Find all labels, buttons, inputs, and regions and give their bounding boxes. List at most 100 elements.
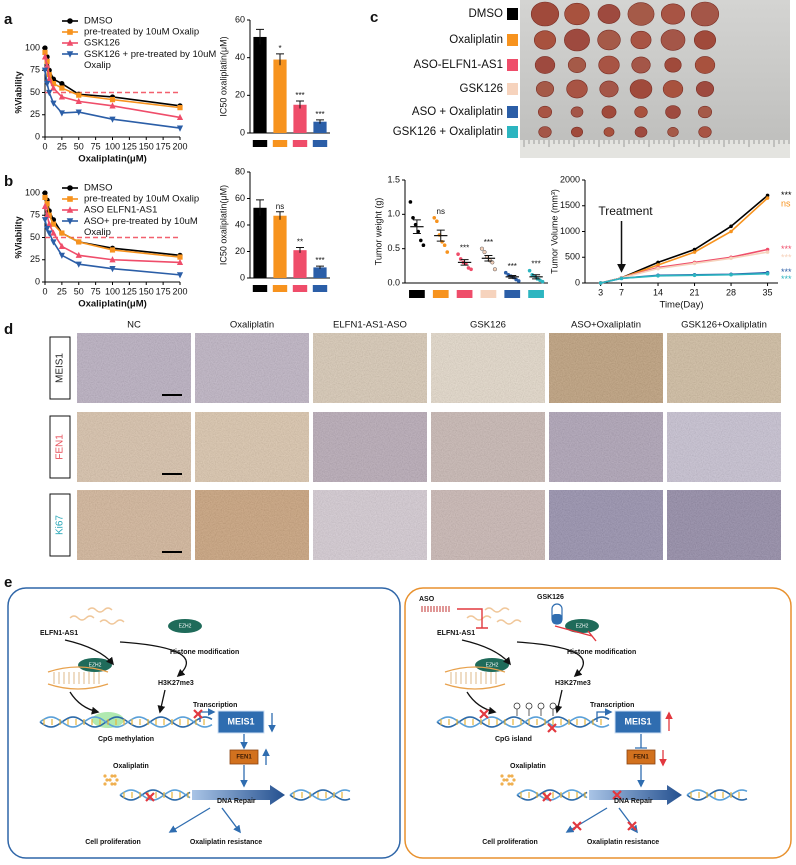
ihc-texture xyxy=(667,490,781,560)
diagram-label: DNA Repair xyxy=(614,798,653,805)
x-tick-label: 200 xyxy=(172,141,187,151)
legend-label: pre-treated by 10uM Oxalip xyxy=(84,27,199,38)
dna-strand xyxy=(686,789,748,801)
marker xyxy=(46,89,53,97)
marker xyxy=(765,271,770,276)
group-swatch xyxy=(507,83,518,95)
marker xyxy=(75,97,82,104)
diagram-label: MEIS1 xyxy=(227,716,254,726)
drug-particle xyxy=(510,782,514,786)
drug-particle xyxy=(113,774,117,778)
row-label: MEIS1 xyxy=(55,353,66,383)
tumor xyxy=(601,105,617,119)
marker xyxy=(109,247,116,253)
marker xyxy=(176,272,184,279)
rna xyxy=(87,607,113,613)
marker xyxy=(729,224,733,229)
group-swatch xyxy=(507,106,518,118)
y-tick-label: 0 xyxy=(240,272,245,282)
diagram-label: Oxaliplatin xyxy=(510,763,546,770)
diagram-frame xyxy=(404,587,792,859)
ihc-texture xyxy=(313,412,427,482)
y-axis-title: %Viability xyxy=(13,71,23,113)
data-point xyxy=(445,250,450,254)
legend-label: ASO ELFN1-AS1 xyxy=(84,205,157,216)
tumor xyxy=(564,28,590,52)
error-bar xyxy=(508,274,517,279)
drug-particle xyxy=(108,778,112,782)
marker xyxy=(729,272,733,277)
ihc-texture xyxy=(549,490,663,560)
y-axis-title: IC50 oxaliplatin(μM) xyxy=(218,36,228,116)
x-tick-label: 150 xyxy=(139,286,154,296)
ihc-texture xyxy=(313,333,427,403)
marker xyxy=(692,261,697,266)
ihc-texture xyxy=(431,333,545,403)
complex-label: EZH2 xyxy=(576,623,589,629)
complex-label: EZH2 xyxy=(179,623,192,629)
data-point xyxy=(442,243,447,248)
y-tick-label: 50 xyxy=(30,232,40,242)
ihc-texture xyxy=(549,333,663,403)
panel-label: d xyxy=(4,321,13,338)
data-point xyxy=(527,268,532,273)
y-axis-title: IC50 oxaliplatin(μM) xyxy=(218,185,228,265)
x-tick-label: 28 xyxy=(726,287,736,297)
marker xyxy=(177,254,183,260)
data-point xyxy=(435,219,439,223)
tumor xyxy=(690,1,720,27)
group-label: DMSO xyxy=(469,8,504,20)
drug-capsule xyxy=(552,614,562,624)
end-label: *** xyxy=(781,252,792,262)
data-point xyxy=(408,200,413,204)
category-swatch xyxy=(252,140,268,147)
data-point xyxy=(411,215,415,220)
marker xyxy=(66,218,74,225)
drug-particle xyxy=(510,774,514,778)
tumor xyxy=(660,3,686,25)
tumor xyxy=(598,55,620,75)
y-tick-label: 25 xyxy=(30,109,40,119)
x-tick-label: 175 xyxy=(156,141,171,151)
ihc-texture xyxy=(195,490,309,560)
diagram-label: Cell proliferation xyxy=(482,839,538,846)
marker xyxy=(67,196,73,202)
marker xyxy=(42,194,48,201)
dna-strand xyxy=(289,789,351,801)
ihc-texture xyxy=(77,412,191,482)
ihc-texture xyxy=(195,333,309,403)
bar xyxy=(273,215,287,278)
x-tick-label: 7 xyxy=(619,287,624,297)
marker xyxy=(46,230,53,237)
drug-particle xyxy=(110,782,114,786)
marker xyxy=(42,45,48,51)
tumor xyxy=(631,56,651,74)
significance: ns xyxy=(437,207,445,216)
block-mark xyxy=(547,723,557,733)
y-tick-label: 60 xyxy=(235,14,245,24)
y-tick-label: 0 xyxy=(240,127,245,137)
drug-particle xyxy=(500,782,504,786)
tumor xyxy=(571,126,583,138)
rna xyxy=(69,615,95,621)
marker xyxy=(765,193,770,198)
cpg-site xyxy=(525,702,533,710)
marker xyxy=(75,261,82,268)
marker xyxy=(46,212,52,218)
marker xyxy=(50,239,57,246)
dna-strand xyxy=(39,716,213,728)
drug-particle xyxy=(110,774,114,778)
marker xyxy=(765,247,770,252)
error-bar xyxy=(256,199,264,216)
group-label: ASO-ELFN1-AS1 xyxy=(414,59,503,71)
panel-label: b xyxy=(4,173,13,190)
legend-label: DMSO xyxy=(84,16,113,27)
diagram-frame xyxy=(7,587,401,859)
drug-particle xyxy=(103,774,107,778)
category-swatch xyxy=(480,290,497,298)
inhibition xyxy=(457,608,488,629)
marker xyxy=(41,67,49,74)
tumor xyxy=(660,29,686,51)
x-axis-title: Oxaliplatin(μM) xyxy=(78,154,147,165)
